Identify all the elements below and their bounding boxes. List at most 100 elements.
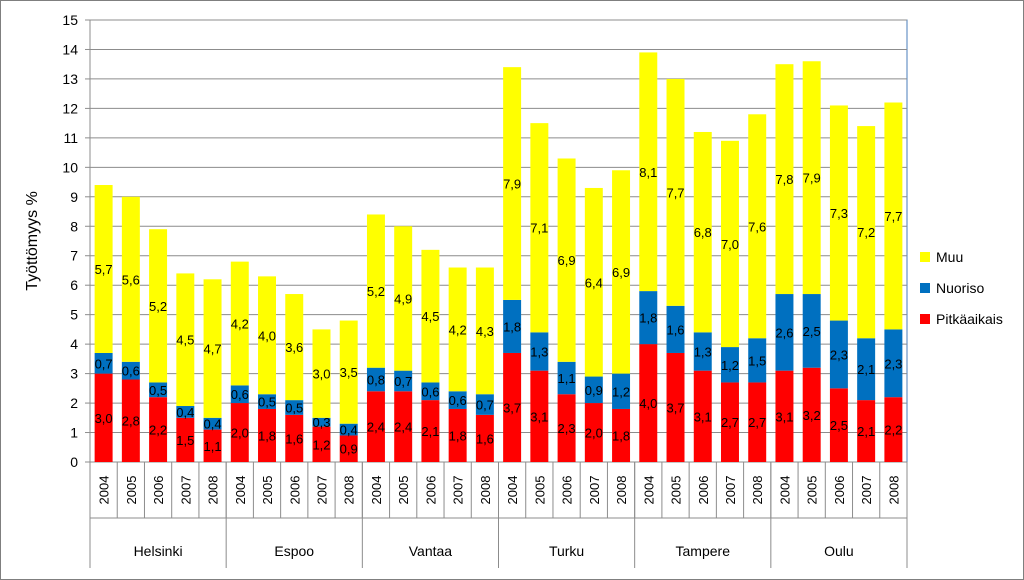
bar-segment-nuoriso [230, 385, 249, 404]
data-label: 1,6 [285, 431, 303, 446]
x-tick-label: 2005 [669, 476, 684, 505]
bar-segment-muu [748, 114, 767, 339]
legend-label: Nuoriso [936, 280, 984, 296]
bar-segment-muu [720, 140, 739, 348]
bar-segment-nuoriso [530, 332, 549, 371]
x-tick-label: 2008 [614, 476, 629, 505]
bar-segment-nuoriso [285, 400, 304, 415]
plot-area [89, 19, 908, 463]
bar-segment-muu [285, 294, 304, 401]
bar-segment-nuoriso [312, 417, 331, 427]
group-label: Turku [549, 543, 584, 559]
y-tick-label: 4 [70, 336, 78, 352]
bar-segment-pitkäaikais [394, 391, 413, 462]
bar-segment-muu [475, 267, 494, 395]
bar-segment-pitkäaikais [366, 391, 385, 462]
bar-segment-nuoriso [176, 406, 195, 418]
bar-segment-nuoriso [584, 376, 603, 404]
bar-segment-pitkäaikais [530, 370, 549, 462]
data-label: 4,5 [176, 333, 194, 348]
y-tick-label: 12 [62, 100, 78, 116]
bar-segment-pitkäaikais [802, 367, 821, 462]
bar-segment-nuoriso [94, 352, 113, 374]
data-label: 3,7 [666, 400, 684, 415]
bar-segment-nuoriso [557, 361, 576, 395]
bar-segment-nuoriso [203, 417, 222, 430]
bar-segment-pitkäaikais [829, 388, 848, 462]
data-label: 4,0 [258, 328, 276, 343]
data-label: 1,3 [694, 345, 712, 360]
data-label: 7,7 [666, 185, 684, 200]
data-label: 4,2 [449, 322, 467, 337]
data-label: 2,0 [585, 426, 603, 441]
data-label: 0,6 [231, 387, 249, 402]
data-label: 4,7 [204, 342, 222, 357]
bar-segment-muu [857, 126, 876, 339]
bar-segment-pitkäaikais [775, 370, 794, 462]
data-label: 4,2 [231, 317, 249, 332]
data-label: 4,9 [394, 291, 412, 306]
data-label: 2,5 [830, 418, 848, 433]
data-label: 2,4 [367, 420, 385, 435]
bar-segment-pitkäaikais [639, 344, 658, 462]
bar-segment-pitkäaikais [503, 352, 522, 462]
bar-segment-pitkäaikais [857, 400, 876, 462]
data-label: 3,6 [285, 340, 303, 355]
bar-segment-muu [230, 261, 249, 386]
data-label: 1,8 [612, 428, 630, 443]
bar-segment-pitkäaikais [203, 429, 222, 462]
bar-segment-pitkäaikais [312, 426, 331, 462]
data-label: 3,1 [775, 409, 793, 424]
x-tick-label: 2006 [287, 476, 302, 505]
group-label: Tampere [676, 543, 731, 559]
group-label: Vantaa [409, 543, 453, 559]
data-label: 1,3 [530, 345, 548, 360]
bar-segment-pitkäaikais [285, 414, 304, 462]
data-label: 5,2 [149, 299, 167, 314]
bar-segment-pitkäaikais [748, 382, 767, 462]
data-label: 2,8 [122, 414, 140, 429]
bar-segment-muu [884, 102, 903, 330]
bar-segment-muu [121, 196, 140, 362]
data-label: 0,5 [285, 400, 303, 415]
legend-swatch-pitkäaikais [920, 314, 930, 324]
bar-segment-nuoriso [775, 294, 794, 371]
data-label: 0,5 [149, 383, 167, 398]
data-label: 5,2 [367, 284, 385, 299]
y-tick-label: 13 [62, 71, 78, 87]
y-tick-label: 9 [70, 189, 78, 205]
data-label: 2,4 [394, 420, 412, 435]
bar-segment-muu [503, 67, 522, 300]
x-tick-label: 2007 [314, 476, 329, 505]
bar-segment-muu [557, 158, 576, 362]
data-label: 6,8 [694, 225, 712, 240]
data-label: 7,3 [830, 206, 848, 221]
data-label: 2,2 [884, 423, 902, 438]
bar-segment-muu [775, 64, 794, 295]
bar-segment-nuoriso [121, 361, 140, 380]
bar-segment-muu [258, 276, 277, 395]
data-label: 0,3 [312, 415, 330, 430]
data-label: 2,7 [748, 415, 766, 430]
bar-segment-pitkäaikais [176, 417, 195, 462]
y-tick-label: 8 [70, 218, 78, 234]
bar-segment-muu [584, 187, 603, 377]
y-tick-label: 14 [62, 41, 78, 57]
bar-segment-nuoriso [720, 347, 739, 383]
data-label: 8,1 [639, 165, 657, 180]
data-label: 4,3 [476, 324, 494, 339]
data-label: 0,4 [340, 423, 358, 438]
bar-segment-nuoriso [612, 373, 631, 409]
data-label: 1,1 [558, 371, 576, 386]
data-label: 3,5 [340, 365, 358, 380]
x-tick-label: 2006 [696, 476, 711, 505]
bar-segment-muu [448, 267, 467, 392]
data-label: 4,5 [421, 309, 439, 324]
x-tick-label: 2005 [805, 476, 820, 505]
data-label: 2,1 [857, 362, 875, 377]
bar-segment-pitkäaikais [149, 397, 168, 462]
y-axis-label: Työttömyys % [24, 191, 41, 291]
bar-segment-pitkäaikais [666, 352, 685, 462]
data-label: 0,7 [476, 398, 494, 413]
data-label: 2,2 [149, 423, 167, 438]
